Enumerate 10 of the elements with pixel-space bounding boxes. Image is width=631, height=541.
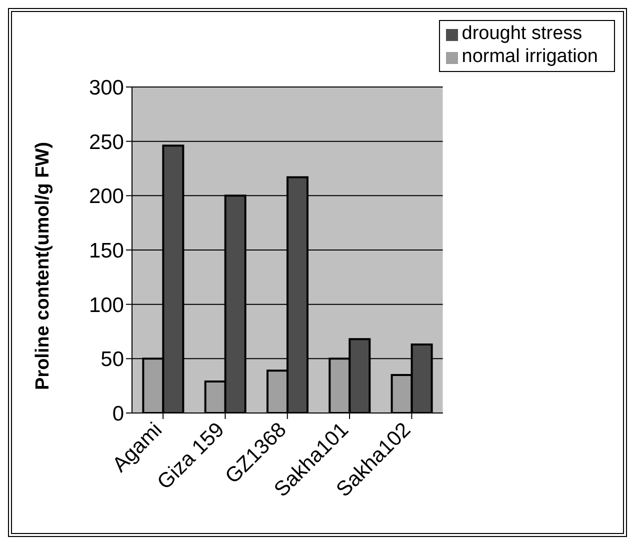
legend-label: normal irrigation xyxy=(462,46,598,67)
y-tick-label: 300 xyxy=(88,76,124,100)
y-tick-label: 200 xyxy=(88,185,124,208)
y-tick-label: 50 xyxy=(100,348,124,372)
y-tick-label: 150 xyxy=(88,239,124,262)
y-tick-label: 250 xyxy=(88,130,124,154)
legend-label: drought stress xyxy=(462,23,582,44)
y-tick-label: 100 xyxy=(88,294,124,317)
y-tick-label: 0 xyxy=(112,402,124,426)
y-axis-title: Proline content(umol/g FW) xyxy=(32,142,54,390)
